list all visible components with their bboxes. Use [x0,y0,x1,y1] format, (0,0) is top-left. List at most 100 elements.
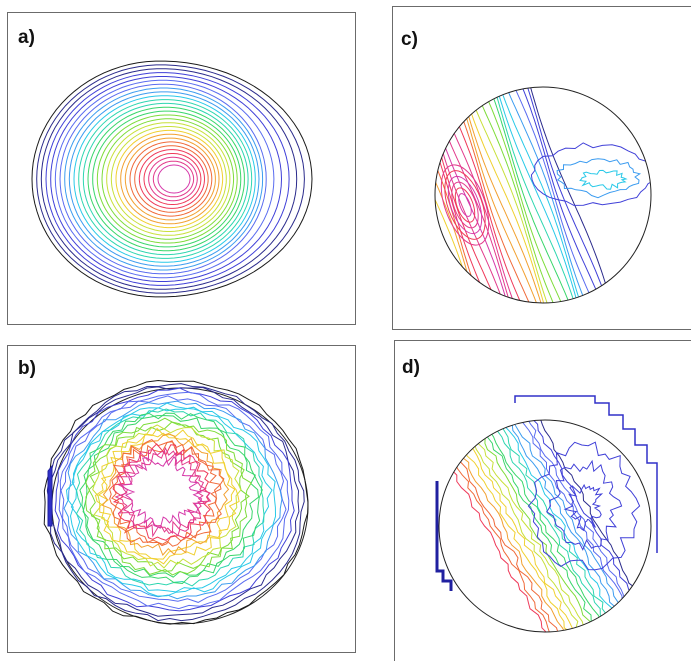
contour-line [546,459,623,551]
contour-line [134,145,209,213]
contour-line [106,122,231,236]
contour-line [85,417,252,576]
contour-line [435,87,507,303]
boundary-circle [438,419,652,633]
contour-line [454,420,598,632]
contour-line [454,187,476,223]
boundary-circle [434,86,652,304]
contour-line [489,87,585,303]
contour-group [435,87,651,303]
contour-line [152,160,195,198]
contour-line [109,438,225,547]
contour-line [87,106,245,252]
contour-line [78,99,253,259]
contour-line [468,420,614,632]
contour-line [124,137,216,221]
contour-line [458,193,472,217]
contour-line [485,420,631,632]
contour-line [486,87,582,303]
contour-line [65,402,277,597]
contour-line [503,420,650,632]
contour-line [82,102,249,256]
contour-line [527,420,651,632]
contour-line [556,158,642,199]
contour-line [522,420,651,632]
contour-line [456,87,551,303]
panel-a: a) [7,12,356,325]
panel-c: c) [392,6,691,330]
contour-line [497,87,596,303]
contour-line [439,420,573,632]
contour-line [435,87,481,303]
contour-line [60,395,287,603]
contour-line [114,446,212,538]
panel-b: b) [7,345,356,653]
contour-line [530,142,651,206]
contour-line [435,87,484,303]
contour-line [492,87,589,303]
contour-line [88,421,250,572]
contour-line [504,87,604,303]
contour-line [97,432,236,560]
contour-line [444,170,486,240]
contour-line [36,64,305,294]
panel-a-label: a) [18,27,35,48]
panel-b-contour-plot [43,379,309,625]
contour-line [110,126,227,232]
contour-line [496,420,643,632]
contour-line [471,420,617,632]
contour-line [480,87,578,303]
contour-line [115,129,224,229]
contour-line [82,415,260,578]
contour-line [120,133,220,225]
contour-line [478,420,625,632]
contour-line [70,406,273,593]
contour-line [31,60,313,298]
contour-line [63,400,283,600]
contour-line [447,175,483,235]
contour-line [435,87,518,303]
contour-line [519,87,616,303]
boundary-circle [51,387,309,625]
edge-band [47,464,53,527]
panel-d-contour-plot [435,395,658,633]
contour-line [92,424,242,569]
contour-line [464,87,564,303]
contour-line [79,412,263,585]
contour-line [96,114,238,244]
contour-line [54,387,295,612]
contour-line [117,450,207,535]
panel-c-label: c) [401,29,418,50]
contour-line [75,408,265,587]
contour-line [40,68,298,290]
contour-line [523,87,618,303]
contour-line [435,87,499,303]
contour-line [54,79,275,279]
staircase-boundary [514,395,658,553]
contour-line [435,87,512,303]
contour-line [58,391,290,610]
contour-line [451,181,479,229]
contour-line [157,164,191,194]
contour-line [94,427,240,565]
contour-line [64,87,264,271]
contour-line [73,95,256,263]
panel-c-contour-plot [434,86,652,304]
contour-line [101,118,235,240]
contour-line [143,153,202,205]
contour-line [50,76,283,282]
contour-line [439,420,561,632]
panel-d-label: d) [402,357,420,378]
panel-d: d) [394,340,691,661]
contour-line [138,149,206,209]
edge-band [435,481,453,591]
contour-line [59,83,267,275]
panel-b-label: b) [18,358,36,379]
contour-line [563,483,604,532]
contour-line [439,420,573,632]
contour-line [92,110,242,248]
contour-line [129,141,213,217]
contour-line [48,386,300,617]
contour-line [461,420,606,632]
contour-line [45,72,290,286]
